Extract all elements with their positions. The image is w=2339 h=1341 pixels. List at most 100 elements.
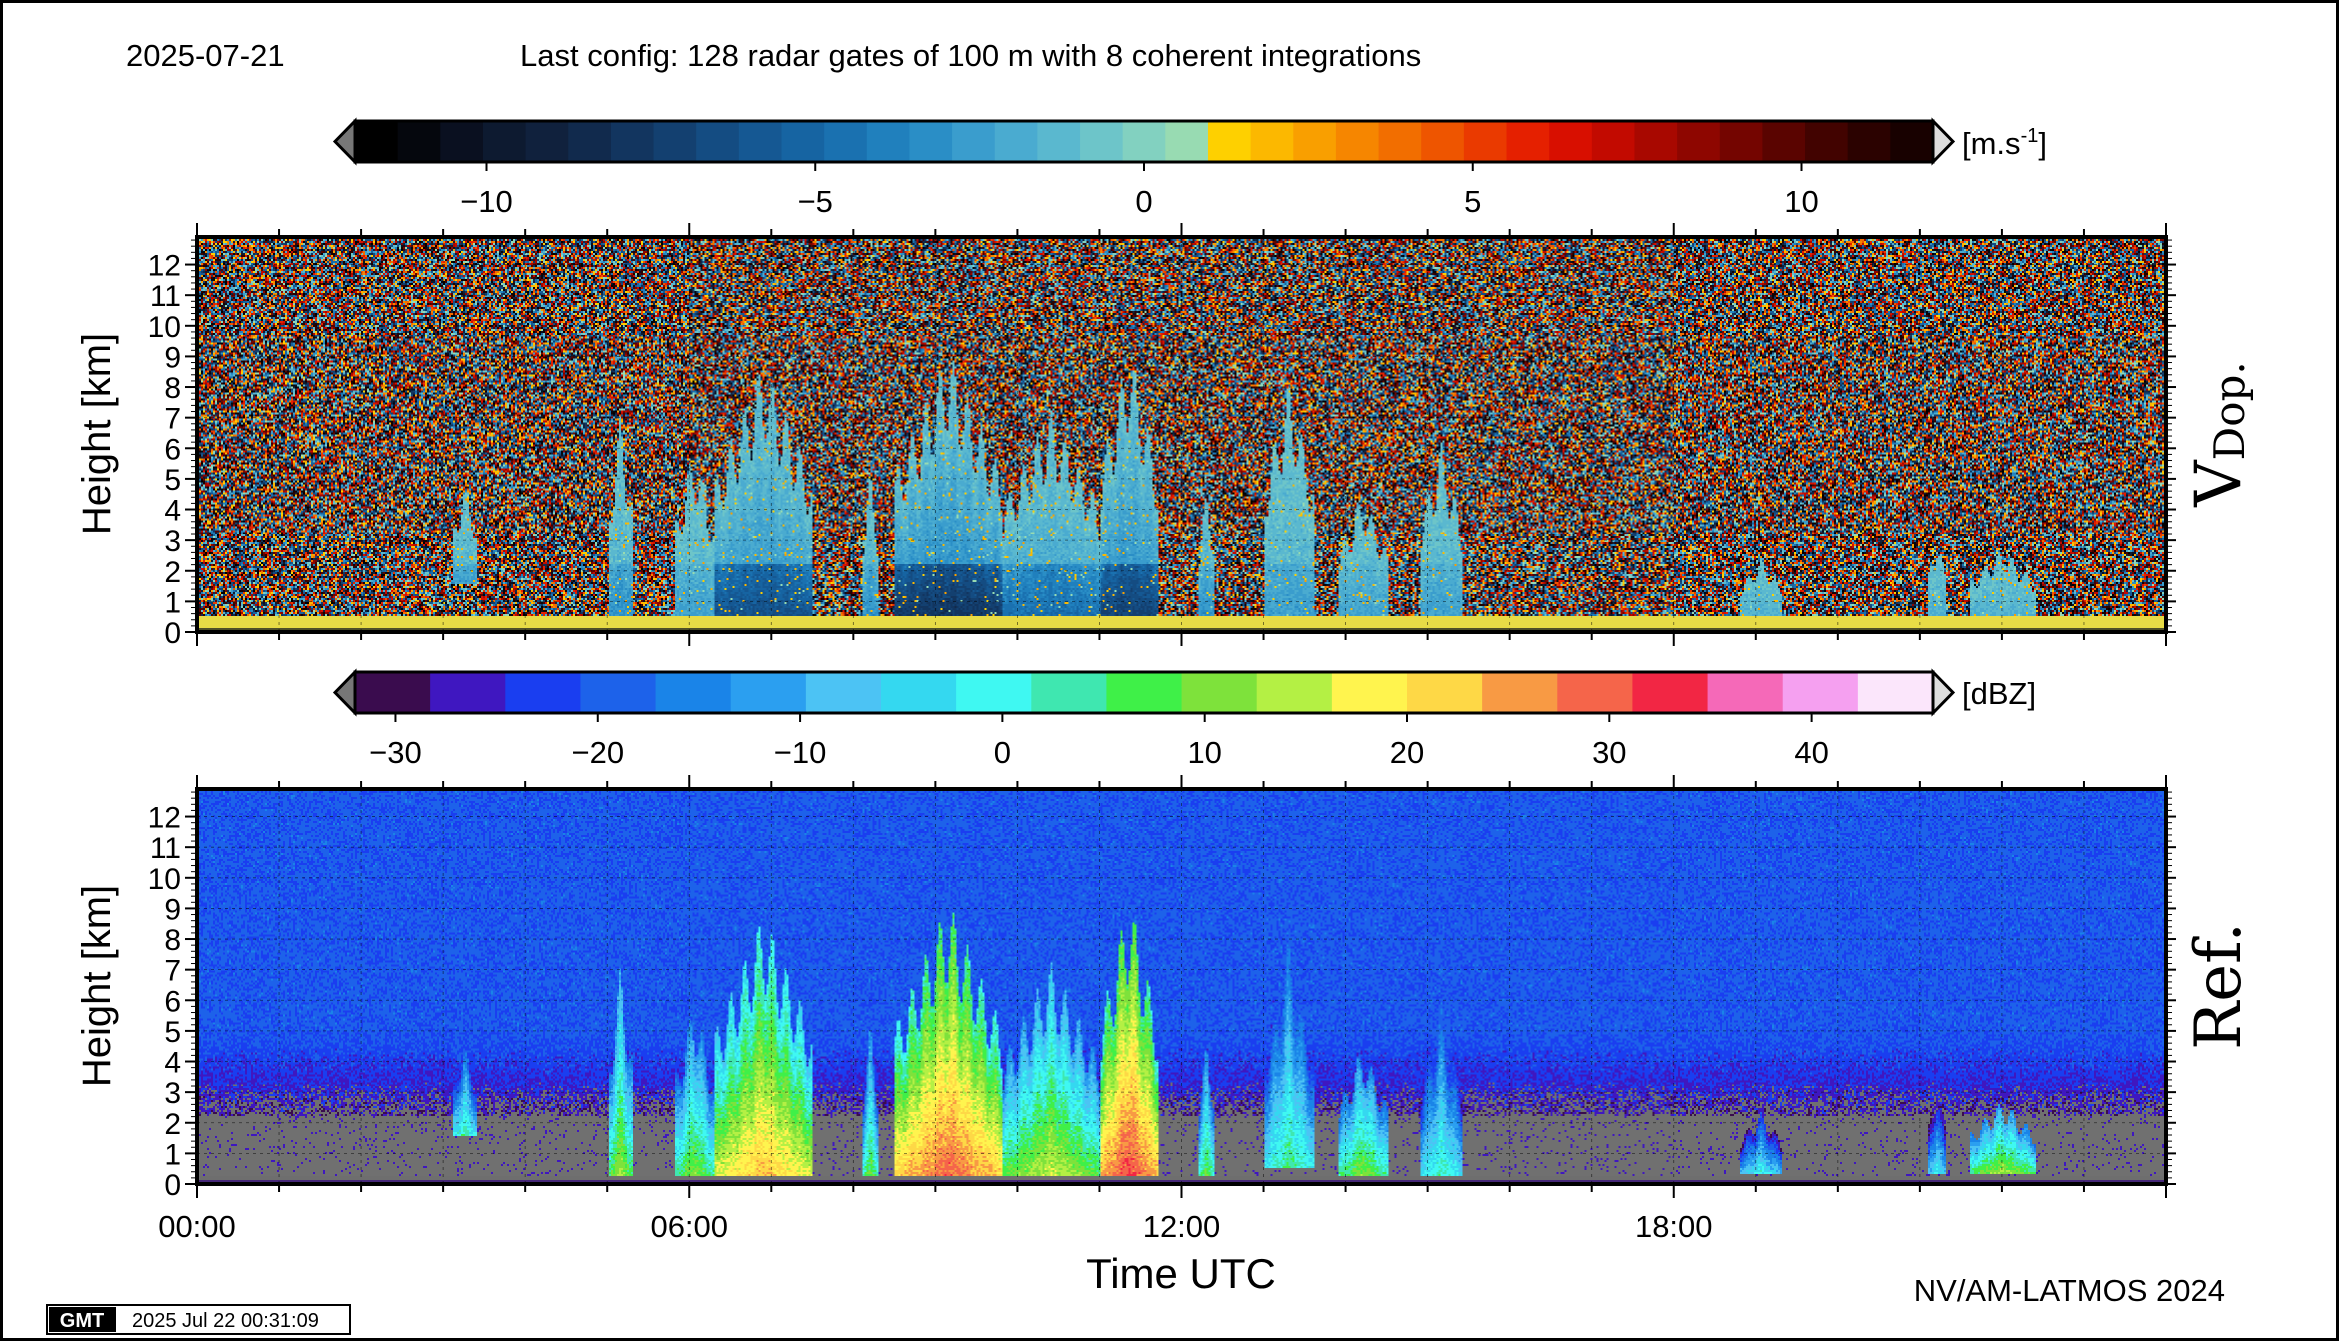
colorbar-swatch [1407, 672, 1483, 713]
colorbar-swatch [1122, 121, 1166, 162]
colorbar-tick-label: −30 [369, 735, 422, 770]
colorbar-swatch [952, 121, 996, 162]
colorbar-tick-label: 30 [1592, 735, 1626, 770]
reflectivity-ylabel: Height [km] [75, 885, 119, 1087]
colorbar-swatch [1335, 121, 1380, 162]
colorbar-swatch [781, 121, 825, 162]
colorbar-swatch [696, 121, 740, 162]
colorbar-swatch [1207, 121, 1252, 162]
colorbar-swatch [1080, 121, 1124, 162]
velocity-colorbar: −10 −5 0 5 10 [332, 117, 1956, 219]
colorbar-swatch [525, 121, 569, 162]
x-tick-label: 06:00 [650, 1209, 728, 1244]
x-tick-label: 18:00 [1635, 1209, 1713, 1244]
colorbar-overflow-arrow [1931, 668, 1956, 717]
colorbar-swatch [397, 121, 441, 162]
colorbar-tick-label: 40 [1794, 735, 1828, 770]
velocity-gridlines [197, 237, 2166, 632]
colorbar-tick-label: 0 [994, 735, 1011, 770]
colorbar-swatch [866, 121, 911, 162]
date-label: 2025-07-21 [126, 38, 285, 73]
y-tick-label: 3 [164, 1077, 181, 1110]
y-tick-label: 8 [164, 372, 181, 405]
y-tick-label: 0 [164, 1169, 181, 1202]
colorbar-swatch [1250, 121, 1294, 162]
colorbar-swatch [430, 672, 506, 713]
y-tick-label: 10 [148, 863, 181, 896]
reflectivity-gridlines [197, 789, 2166, 1184]
colorbar-swatch [355, 121, 399, 162]
y-tick-label: 12 [148, 250, 181, 283]
colorbar-tick-label: −20 [571, 735, 624, 770]
colorbar-swatch [805, 672, 882, 713]
y-tick-label: 0 [164, 617, 181, 650]
y-tick-label: 2 [164, 556, 181, 589]
colorbar-swatch [1421, 121, 1465, 162]
colorbar-swatch [1256, 672, 1333, 713]
colorbar-swatch [610, 121, 655, 162]
colorbar-swatch [1634, 121, 1678, 162]
colorbar-swatch [653, 121, 697, 162]
colorbar-swatch [1331, 672, 1408, 713]
y-tick-label: 2 [164, 1108, 181, 1141]
colorbar-swatch [1719, 121, 1764, 162]
credit-label: NV/AM-LATMOS 2024 [1914, 1273, 2225, 1308]
y-tick-label: 5 [164, 464, 181, 497]
colorbar-swatch [1557, 672, 1634, 713]
y-tick-label: 6 [164, 433, 181, 466]
gmt-logo-background [49, 1307, 116, 1332]
colorbar-swatch [1762, 121, 1806, 162]
colorbar-swatch [1847, 121, 1891, 162]
y-tick-label: 8 [164, 924, 181, 957]
colorbar-swatch [1165, 121, 1209, 162]
colorbar-tick-label: 20 [1390, 735, 1424, 770]
colorbar-tick-label: −10 [774, 735, 827, 770]
colorbar-swatch [1293, 121, 1337, 162]
colorbar-swatch [1805, 121, 1849, 162]
reflectivity-unit-label: [dBZ] [1962, 676, 2036, 711]
colorbar-tick-label: −10 [460, 184, 513, 219]
colorbar-swatch [1031, 672, 1108, 713]
y-tick-label: 11 [150, 280, 181, 313]
colorbar-swatch [956, 672, 1032, 713]
colorbar-swatch [568, 121, 612, 162]
y-tick-label: 9 [164, 341, 181, 374]
y-tick-label: 6 [164, 985, 181, 1018]
colorbar-swatch [655, 672, 732, 713]
velocity-x-ticks [196, 223, 2167, 646]
y-tick-label: 10 [148, 311, 181, 344]
time-axis-label: Time UTC [1086, 1250, 1276, 1297]
reflectivity-x-axis: 00:00 06:00 12:00 18:00 [158, 775, 2167, 1244]
colorbar-swatch [1890, 121, 1934, 162]
colorbar-tick-label: 5 [1464, 184, 1481, 219]
colorbar-underflow-arrow [332, 668, 357, 717]
colorbar-swatch [1181, 672, 1258, 713]
colorbar-swatch [909, 121, 953, 162]
x-tick-label: 00:00 [158, 1209, 236, 1244]
colorbar-swatch [1378, 121, 1422, 162]
colorbar-tick-label: 0 [1135, 184, 1152, 219]
velocity-ylabel: Height [km] [75, 333, 119, 535]
y-tick-label: 7 [164, 955, 181, 988]
colorbar-swatch [482, 121, 527, 162]
colorbar-swatch [355, 672, 431, 713]
colorbar-swatch [1857, 672, 1934, 713]
colorbar-tick-label: 10 [1784, 184, 1818, 219]
y-tick-label: 11 [150, 832, 181, 865]
colorbar-swatch [1632, 672, 1709, 713]
colorbar-swatch [1106, 672, 1183, 713]
colorbar-swatch [440, 121, 484, 162]
colorbar-swatch [1591, 121, 1636, 162]
y-tick-label: 1 [164, 586, 181, 619]
velocity-unit-label: [m.s-1] [1962, 125, 2047, 161]
reflectivity-colorbar: −30 −20 −10 0 10 20 30 40 [332, 668, 1956, 770]
colorbar-swatch [1549, 121, 1593, 162]
colorbar-overflow-arrow [1931, 117, 1956, 166]
colorbar-underflow-arrow [332, 117, 357, 166]
y-tick-label: 12 [148, 802, 181, 835]
colorbar-swatch [580, 672, 657, 713]
